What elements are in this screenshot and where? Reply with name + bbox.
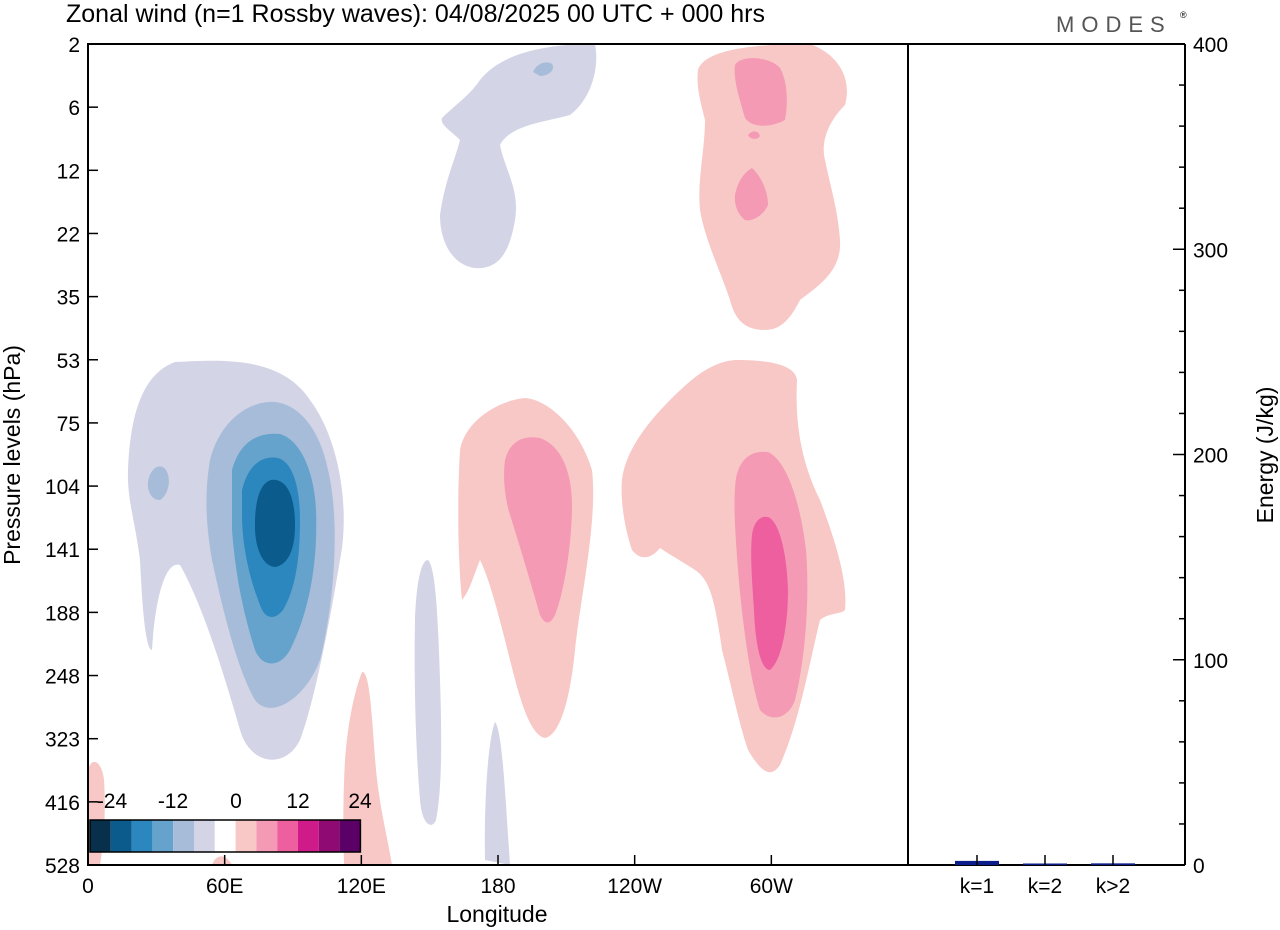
colorbar-swatch [298, 820, 319, 852]
y-tick-label: 248 [45, 666, 80, 689]
colorbar-label: -12 [158, 790, 188, 813]
colorbar-label: 24 [348, 790, 372, 813]
colorbar-swatch [318, 820, 340, 852]
colorbar-frame [89, 819, 362, 853]
colorbar-label: 0 [230, 790, 242, 813]
brand-registered-mark: ® [1180, 10, 1187, 20]
colorbar-label: 12 [286, 790, 309, 813]
y-tick-label: 323 [45, 729, 80, 752]
bar-category-label: k=1 [960, 875, 994, 898]
x-tick-label: 120W [607, 875, 662, 898]
colorbar-swatch [173, 820, 194, 852]
y-axis-label: Pressure levels (hPa) [0, 345, 25, 565]
y-tick-label: 104 [45, 476, 80, 499]
x-axis-label: Longitude [446, 901, 547, 927]
y-tick-label: 141 [45, 539, 80, 562]
colorbar-swatch [131, 820, 153, 852]
energy-tick-label: 200 [1193, 445, 1228, 468]
contour-pos-column-1 [343, 671, 392, 865]
bar-category-label: k>2 [1096, 875, 1130, 898]
x-tick-label: 120E [337, 875, 386, 898]
contour-neg-small-blob [147, 466, 169, 500]
energy-axis-label: Energy (J/kg) [1252, 387, 1278, 524]
energy-tick-label: 100 [1193, 650, 1228, 673]
x-tick-label: 0 [82, 875, 94, 898]
colorbar-swatch [214, 820, 236, 852]
contour-axes: 0 60E 120E 180 120W 60W 2 6 12 22 35 53 75 104 141 188 2… [45, 34, 793, 898]
contour-neg-upper-core [533, 62, 554, 76]
bar-category-label: k=2 [1028, 875, 1062, 898]
contour-pos-right [621, 360, 846, 773]
colorbar-swatch [277, 820, 298, 852]
contour-pos-right-mid [751, 516, 788, 670]
contour-pos-center-core [504, 437, 572, 623]
energy-tick-label: 400 [1193, 34, 1228, 57]
contour-neg-column-1 [414, 560, 442, 825]
contour-neg-upper [440, 44, 597, 269]
bar-axes: 0 100 200 300 400 [1173, 34, 1228, 878]
y-tick-label: 6 [68, 97, 80, 120]
y-tick-label: 35 [57, 287, 80, 310]
brand-logo: MODES [1056, 12, 1172, 37]
contour-pos-upper-core-3 [748, 131, 760, 139]
chart-title: Zonal wind (n=1 Rossby waves): 04/08/202… [66, 0, 765, 28]
y-tick-label: 416 [45, 792, 80, 815]
y-tick-label: 22 [57, 223, 80, 246]
colorbar-swatch [339, 820, 361, 852]
y-tick-label: 75 [57, 413, 80, 436]
colorbar-swatch [90, 820, 111, 852]
contour-neg-column-2 [484, 722, 510, 865]
contour-field [88, 44, 847, 865]
colorbar [89, 819, 362, 853]
energy-tick-label: 0 [1193, 855, 1205, 878]
y-tick-label: 2 [68, 34, 80, 57]
energy-tick-label: 300 [1193, 239, 1228, 262]
colorbar-swatch [235, 820, 257, 852]
contour-pos-upper [697, 44, 847, 330]
contour-pos-upper-core-1 [734, 58, 787, 126]
colorbar-swatch [152, 820, 174, 852]
colorbar-label: -24 [97, 790, 128, 813]
y-tick-label: 188 [45, 602, 80, 625]
y-tick-label: 12 [57, 160, 80, 183]
colorbar-swatch [256, 820, 278, 852]
x-tick-label: 180 [480, 875, 515, 898]
energy-bars: k=1 k=2 k>2 [955, 855, 1135, 898]
contour-neg-darkest [255, 479, 295, 567]
y-tick-label: 53 [57, 350, 80, 373]
x-tick-label: 60W [750, 875, 793, 898]
y-tick-label: 528 [45, 855, 80, 878]
colorbar-swatch [194, 820, 215, 852]
x-tick-label: 60E [206, 875, 243, 898]
colorbar-swatch [110, 820, 132, 852]
contour-pos-upper-core-2 [734, 168, 768, 221]
colorbar-labels: -24 -12 0 12 24 [97, 790, 372, 813]
contour-pos-column-3 [212, 856, 232, 865]
